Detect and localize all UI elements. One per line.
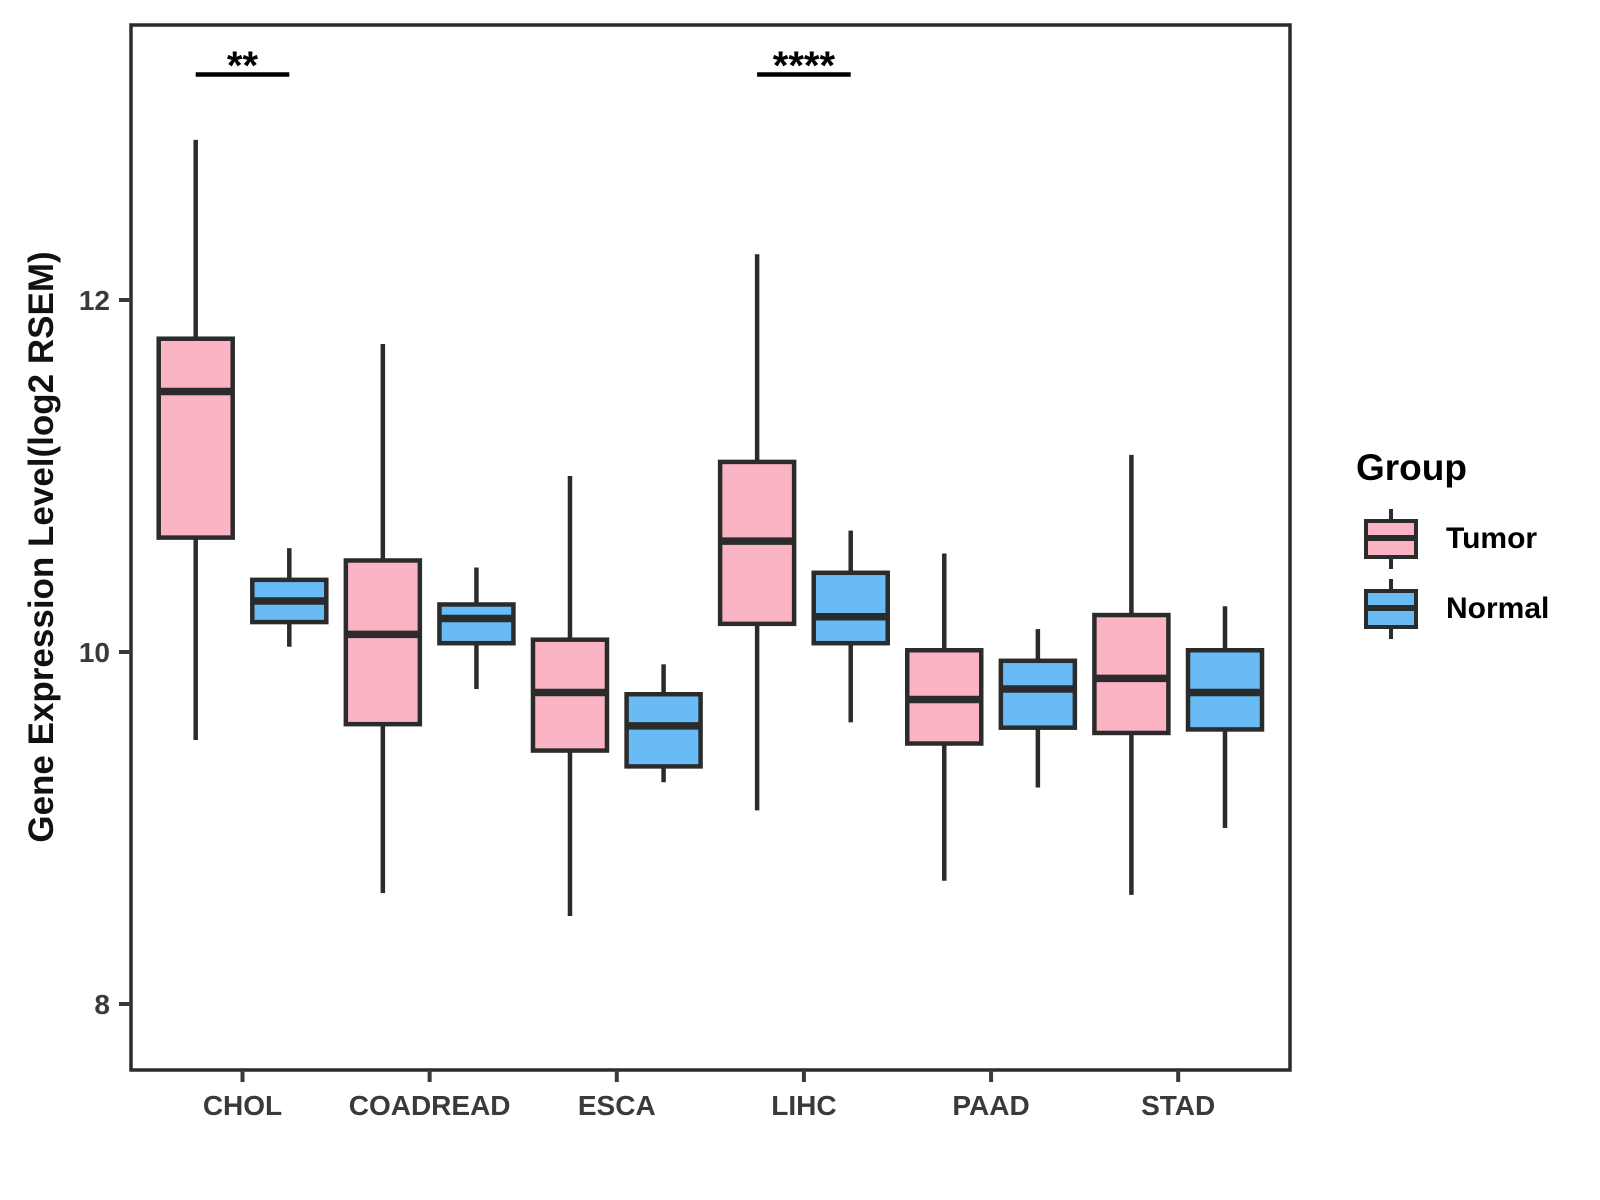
box-tumor-CHOL (156, 336, 235, 540)
x-category-label-PAAD: PAAD (952, 1090, 1029, 1121)
x-category-label-CHOL: CHOL (203, 1090, 282, 1121)
box-normal-LIHC (811, 570, 890, 646)
significance-stars-LIHC: **** (773, 44, 836, 88)
y-tick-label-8: 8 (94, 989, 110, 1020)
box-tumor-STAD (1092, 612, 1171, 736)
legend-key-tumor-boxplot-icon (1364, 509, 1418, 569)
y-tick-label-10: 10 (79, 637, 110, 668)
y-tick-label-12: 12 (79, 285, 110, 316)
box-normal-COADREAD (437, 602, 516, 646)
plot-panel-border (129, 23, 1292, 1072)
x-category-label-STAD: STAD (1141, 1090, 1215, 1121)
legend-label-tumor: Tumor (1446, 522, 1538, 555)
x-category-label-ESCA: ESCA (578, 1090, 656, 1121)
box-normal-ESCA (624, 691, 703, 769)
x-category-label-LIHC: LIHC (771, 1090, 836, 1121)
legend-label-normal: Normal (1446, 592, 1550, 625)
box-normal-PAAD (998, 658, 1078, 730)
significance-stars-CHOL: ** (227, 44, 259, 88)
legend-title: Group (1356, 447, 1467, 488)
legend-key-normal-boxplot-icon (1364, 579, 1418, 639)
x-category-label-COADREAD: COADREAD (349, 1090, 511, 1121)
box-tumor-COADREAD (343, 558, 423, 727)
y-axis-title: Gene Expression Level(log2 RSEM) (22, 251, 61, 843)
